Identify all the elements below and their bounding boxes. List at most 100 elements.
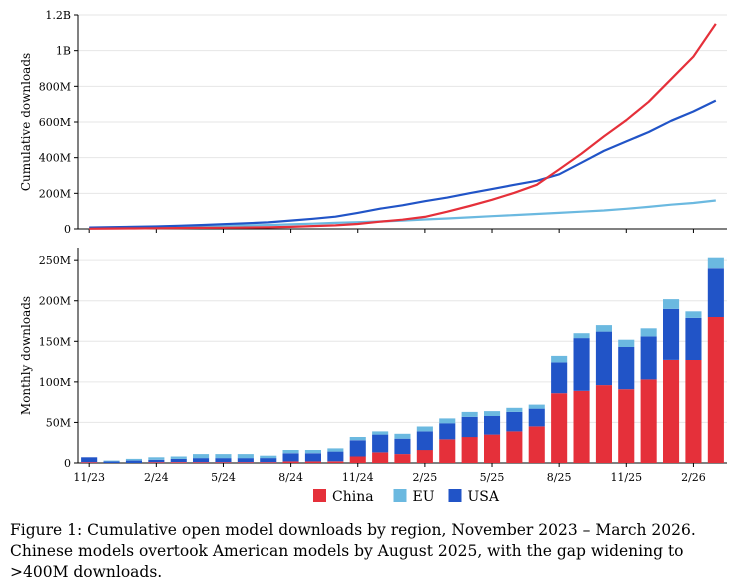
bar-china bbox=[506, 431, 523, 463]
bar-eu bbox=[461, 411, 478, 417]
y-tick-label: 0 bbox=[64, 223, 71, 236]
bar-usa bbox=[282, 453, 299, 462]
y-tick-label: 800M bbox=[39, 80, 71, 93]
series-line-china bbox=[89, 23, 717, 230]
bar-china bbox=[484, 434, 501, 463]
bar-usa bbox=[103, 461, 120, 463]
bar-eu bbox=[215, 454, 232, 459]
y-axis-title: Cumulative downloads bbox=[19, 53, 33, 191]
bar-eu bbox=[394, 433, 411, 439]
bar-usa bbox=[81, 457, 98, 463]
bar-usa bbox=[685, 317, 702, 360]
bar-usa bbox=[528, 408, 545, 427]
bar-usa bbox=[506, 411, 523, 432]
series-line-usa bbox=[89, 99, 717, 229]
bar-china bbox=[595, 385, 612, 463]
x-tick-label: 2/26 bbox=[681, 471, 706, 484]
bar-china bbox=[439, 439, 456, 463]
legend-swatch-usa bbox=[448, 489, 462, 502]
y-tick-label: 600M bbox=[39, 116, 71, 129]
bar-usa bbox=[193, 458, 210, 463]
bar-usa bbox=[595, 331, 612, 386]
x-tick-label: 8/25 bbox=[547, 471, 572, 484]
bar-eu bbox=[416, 426, 433, 432]
y-tick-label: 1.2B bbox=[45, 9, 71, 22]
x-tick-label: 5/25 bbox=[480, 471, 505, 484]
bar-china bbox=[707, 317, 724, 463]
bar-eu bbox=[573, 333, 590, 339]
x-tick-label: 5/24 bbox=[211, 471, 236, 484]
legend-swatch-eu bbox=[393, 489, 407, 502]
x-tick-label: 11/25 bbox=[610, 471, 642, 484]
bar-china bbox=[170, 462, 187, 463]
figure-caption: Figure 1: Cumulative open model download… bbox=[10, 521, 696, 581]
bar-eu bbox=[237, 454, 254, 459]
y-tick-label: 0 bbox=[64, 457, 71, 470]
panel-1-axes: 0 200M 400M 600M 800M 1B 1.2B Cumulative downlo… bbox=[19, 9, 727, 236]
bar-china bbox=[349, 456, 366, 463]
legend: China EU USA bbox=[313, 489, 500, 505]
bar-usa bbox=[416, 431, 433, 451]
y-axis-title: Monthly downloads bbox=[19, 296, 33, 415]
bar-china bbox=[304, 461, 321, 463]
bar-usa bbox=[439, 423, 456, 440]
bar-eu bbox=[193, 454, 210, 459]
bar-china bbox=[685, 360, 702, 463]
bar-eu bbox=[148, 457, 165, 460]
bar-eu bbox=[260, 455, 277, 459]
bar-usa bbox=[260, 458, 277, 463]
bar-eu bbox=[707, 257, 724, 269]
bar-eu bbox=[663, 299, 680, 309]
x-tick-label: 11/24 bbox=[342, 471, 374, 484]
bar-eu bbox=[304, 450, 321, 454]
bar-usa bbox=[618, 347, 635, 390]
bar-usa bbox=[394, 438, 411, 455]
bar-eu bbox=[349, 437, 366, 441]
y-tick-label: 100M bbox=[39, 376, 71, 389]
bar-china bbox=[394, 454, 411, 463]
bar-eu bbox=[551, 355, 568, 363]
bar-usa bbox=[707, 268, 724, 317]
x-tick-label: 8/24 bbox=[278, 471, 303, 484]
bar-china bbox=[327, 461, 344, 463]
bar-china bbox=[528, 426, 545, 463]
bar-eu bbox=[170, 456, 187, 459]
legend-label-eu: EU bbox=[413, 489, 435, 505]
bar-china bbox=[260, 462, 277, 463]
bar-china bbox=[663, 360, 680, 463]
bar-usa bbox=[551, 362, 568, 394]
bar-eu bbox=[640, 328, 657, 337]
bar-china bbox=[551, 393, 568, 463]
bar-china bbox=[573, 390, 590, 463]
bar-usa bbox=[215, 458, 232, 463]
bar-usa bbox=[663, 308, 680, 360]
bar-eu bbox=[595, 325, 612, 332]
bar-china bbox=[640, 379, 657, 463]
chart-figure: 0 200M 400M 600M 800M 1B 1.2B Cumulative downlo… bbox=[19, 9, 727, 505]
legend-label-usa: USA bbox=[468, 489, 500, 505]
bar-eu bbox=[528, 404, 545, 409]
bar-china bbox=[416, 450, 433, 463]
bar-china bbox=[372, 452, 389, 463]
bar-eu bbox=[282, 450, 299, 454]
y-tick-label: 200M bbox=[39, 187, 71, 200]
bar-eu bbox=[506, 407, 523, 412]
bar-usa bbox=[327, 451, 344, 462]
x-tick-label: 2/25 bbox=[413, 471, 438, 484]
bar-china bbox=[237, 462, 254, 463]
bar-eu bbox=[484, 411, 501, 416]
y-tick-label: 400M bbox=[39, 152, 71, 165]
bar-usa bbox=[125, 460, 142, 463]
bar-usa bbox=[573, 338, 590, 391]
bar-usa bbox=[640, 336, 657, 380]
bar-usa bbox=[148, 459, 165, 463]
y-tick-label: 1B bbox=[56, 45, 71, 58]
bar-usa bbox=[461, 416, 478, 438]
y-tick-label: 150M bbox=[39, 335, 71, 348]
bar-eu bbox=[685, 311, 702, 318]
bar-china bbox=[193, 462, 210, 463]
bar-eu bbox=[125, 458, 142, 461]
x-tick-label: 2/24 bbox=[144, 471, 169, 484]
bar-eu bbox=[372, 431, 389, 435]
bar-eu bbox=[327, 448, 344, 452]
